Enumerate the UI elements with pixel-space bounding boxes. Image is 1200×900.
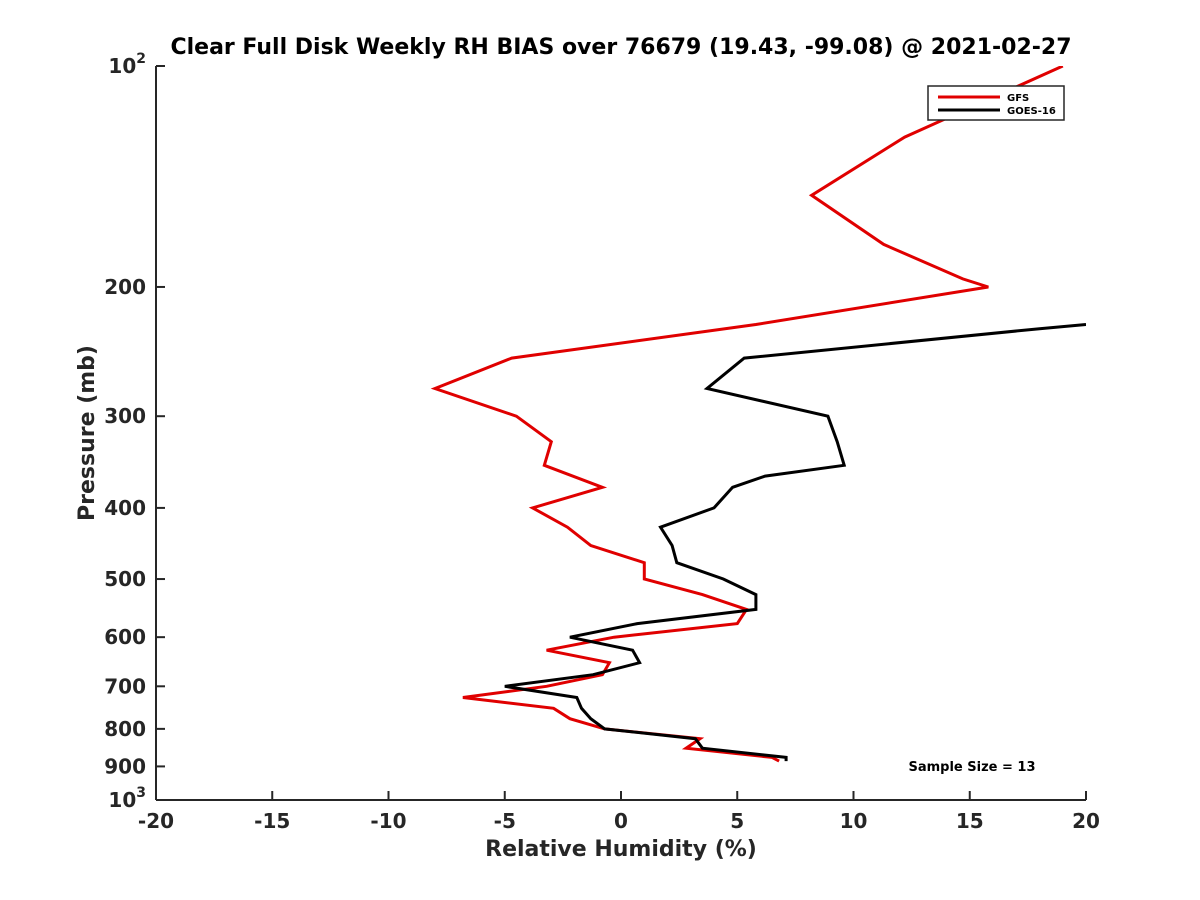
x-tick-label: 0: [614, 809, 628, 833]
y-tick-label: 700: [104, 674, 146, 698]
y-tick-label: 300: [104, 404, 146, 428]
y-tick-label: 900: [104, 754, 146, 778]
x-tick-label: -15: [254, 809, 290, 833]
y-tick-label: 500: [104, 567, 146, 591]
x-tick-label: -5: [494, 809, 516, 833]
x-tick-label: 20: [1072, 809, 1100, 833]
x-tick-label: -20: [138, 809, 174, 833]
legend: GFS GOES-16: [927, 85, 1065, 121]
legend-label: GFS: [1007, 93, 1029, 104]
x-tick-label: 15: [956, 809, 984, 833]
chart-title: Clear Full Disk Weekly RH BIAS over 7667…: [170, 35, 1071, 60]
x-axis-label: Relative Humidity (%): [485, 837, 757, 862]
legend-label: GOES-16: [1007, 106, 1056, 117]
y-axis-label: Pressure (mb): [75, 345, 100, 521]
y-tick-label: 400: [104, 496, 146, 520]
legend-box: [927, 85, 1065, 121]
y-tick-label: 600: [104, 625, 146, 649]
series-line-goes-16: [504, 323, 1086, 762]
x-tick-label: 10: [840, 809, 868, 833]
series-line-gfs: [430, 66, 1064, 763]
sample-size-annotation: Sample Size = 13: [908, 760, 1035, 775]
y-tick-label: 800: [104, 717, 146, 741]
y-tick-label: 200: [104, 275, 146, 299]
y-tick-label: 103: [108, 785, 146, 812]
x-tick-label: -10: [370, 809, 406, 833]
y-axis: 102 200 300 400 500 600 700 800 900 103: [104, 51, 165, 812]
x-tick-label: 5: [730, 809, 744, 833]
x-axis: -20 -15 -10 -5 0 5 10 15 20: [138, 791, 1100, 833]
y-tick-label: 102: [108, 51, 146, 78]
plot-area: [430, 66, 1086, 763]
